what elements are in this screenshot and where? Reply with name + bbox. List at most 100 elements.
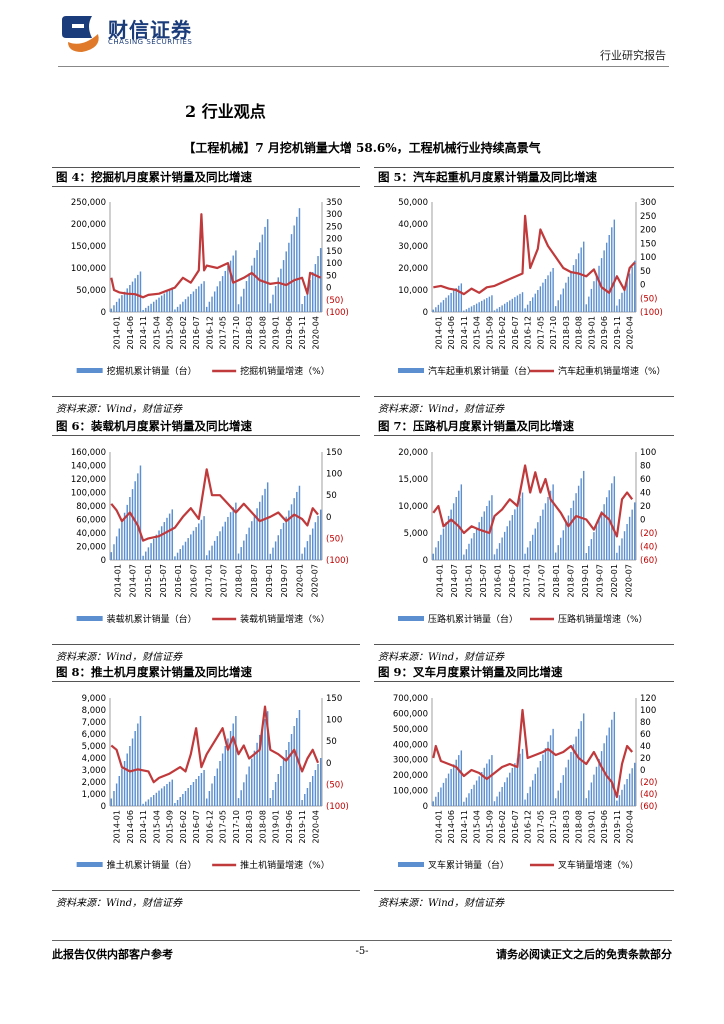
bar-mark xyxy=(547,741,549,806)
left-tick-label: 40,000 xyxy=(76,529,106,539)
bar-mark xyxy=(583,713,585,806)
right-tick-label: (100) xyxy=(326,308,349,318)
bar-mark xyxy=(309,534,311,560)
right-tick-label: 0 xyxy=(640,766,645,776)
bar-mark xyxy=(473,305,475,312)
bar-mark xyxy=(237,304,240,312)
bar-mark xyxy=(240,547,242,560)
bar-mark xyxy=(468,307,470,312)
left-tick-label: 20,000 xyxy=(76,543,106,553)
bar-mark xyxy=(274,782,277,806)
bar-mark xyxy=(208,550,211,560)
bar-mark xyxy=(498,791,501,806)
bar-mark xyxy=(182,301,184,312)
bar-mark xyxy=(567,515,570,560)
bar-mark xyxy=(432,309,434,312)
bar-mark xyxy=(280,268,282,312)
bar-mark xyxy=(272,294,274,312)
bar-mark xyxy=(552,728,554,806)
bar-mark xyxy=(282,522,285,560)
bar-mark xyxy=(529,786,531,806)
right-tick-label: 200 xyxy=(640,226,656,236)
bar-mark xyxy=(503,303,506,312)
legend-line-label: 叉车销量增速（%） xyxy=(558,859,639,871)
bar-mark xyxy=(319,509,322,560)
bar-mark xyxy=(290,234,293,312)
x-tick-label: 2015-04 xyxy=(473,316,482,349)
x-tick-label: 2014-01 xyxy=(114,564,123,597)
bar-mark xyxy=(572,744,575,806)
bar-mark xyxy=(155,534,158,560)
bar-mark xyxy=(163,293,166,312)
fig9-bottom-rule xyxy=(374,890,674,891)
x-tick-label: 2016-07 xyxy=(189,564,198,597)
left-tick-label: 300,000 xyxy=(393,756,428,766)
right-tick-label: 150 xyxy=(326,694,342,704)
x-tick-label: 2016-07 xyxy=(508,564,517,597)
left-tick-label: 400,000 xyxy=(393,740,428,750)
right-tick-label: 80 xyxy=(640,718,651,728)
bar-mark xyxy=(475,780,478,806)
bar-mark xyxy=(532,297,534,312)
bar-mark xyxy=(509,300,511,312)
bar-mark xyxy=(150,797,152,806)
bar-mark xyxy=(577,485,580,560)
bar-mark xyxy=(605,497,608,560)
right-tick-label: 100 xyxy=(640,253,656,263)
fig8-source: 资料来源：Wind，财信证券 xyxy=(56,898,183,909)
bar-mark xyxy=(570,270,572,312)
bar-mark xyxy=(129,285,131,312)
bar-mark xyxy=(264,488,266,560)
bar-mark xyxy=(248,766,250,806)
bar-mark xyxy=(216,768,219,806)
x-tick-label: 2017-07 xyxy=(537,564,546,597)
x-tick-label: 2014-07 xyxy=(129,564,138,597)
bar-mark xyxy=(317,764,319,806)
bar-mark xyxy=(145,801,147,806)
bar-mark xyxy=(166,291,168,312)
legend-bar-swatch xyxy=(398,368,424,373)
fig6-bottom-rule xyxy=(52,644,360,645)
x-tick-label: 2014-11 xyxy=(139,316,148,349)
bar-mark xyxy=(445,297,447,312)
bar-mark xyxy=(496,548,498,560)
right-tick-label: (20) xyxy=(640,529,657,539)
legend-line-label: 装载机销量增速（%） xyxy=(240,613,330,625)
bar-mark xyxy=(493,310,496,312)
right-tick-label: 100 xyxy=(640,706,656,716)
x-tick-label: 2020-07 xyxy=(310,564,319,597)
right-tick-label: (40) xyxy=(640,790,657,800)
bar-mark xyxy=(613,219,616,312)
bar-mark xyxy=(179,549,181,560)
bar-mark xyxy=(524,553,526,560)
bar-mark xyxy=(129,746,131,806)
x-tick-label: 2018-08 xyxy=(258,810,267,843)
bar-mark xyxy=(450,509,452,560)
bar-mark xyxy=(224,270,227,312)
bar-mark xyxy=(585,304,587,312)
x-tick-label: 2018-01 xyxy=(552,564,561,597)
left-tick-label: 5,000 xyxy=(82,742,106,752)
bar-mark xyxy=(486,298,488,312)
x-tick-label: 2016-01 xyxy=(174,564,183,597)
bar-mark xyxy=(139,716,142,806)
bar-mark xyxy=(511,515,514,560)
bar-mark xyxy=(570,508,572,560)
bar-mark xyxy=(155,299,158,312)
bar-mark xyxy=(203,281,205,312)
x-tick-label: 2017-01 xyxy=(523,564,532,597)
fig5-source: 资料来源：Wind，财信证券 xyxy=(378,404,505,415)
x-tick-label: 2020-01 xyxy=(610,564,619,597)
bar-mark xyxy=(554,552,557,560)
bar-mark xyxy=(611,719,613,806)
bar-mark xyxy=(628,273,631,312)
bar-mark xyxy=(514,763,516,806)
bar-mark xyxy=(304,296,306,312)
bar-mark xyxy=(290,734,293,806)
bar-mark xyxy=(314,522,317,560)
legend-bar-label: 挖掘机累计销量（台） xyxy=(107,365,197,377)
bar-mark xyxy=(179,304,181,312)
bar-mark xyxy=(460,484,463,560)
bar-mark xyxy=(110,798,113,806)
bar-mark xyxy=(203,770,205,806)
